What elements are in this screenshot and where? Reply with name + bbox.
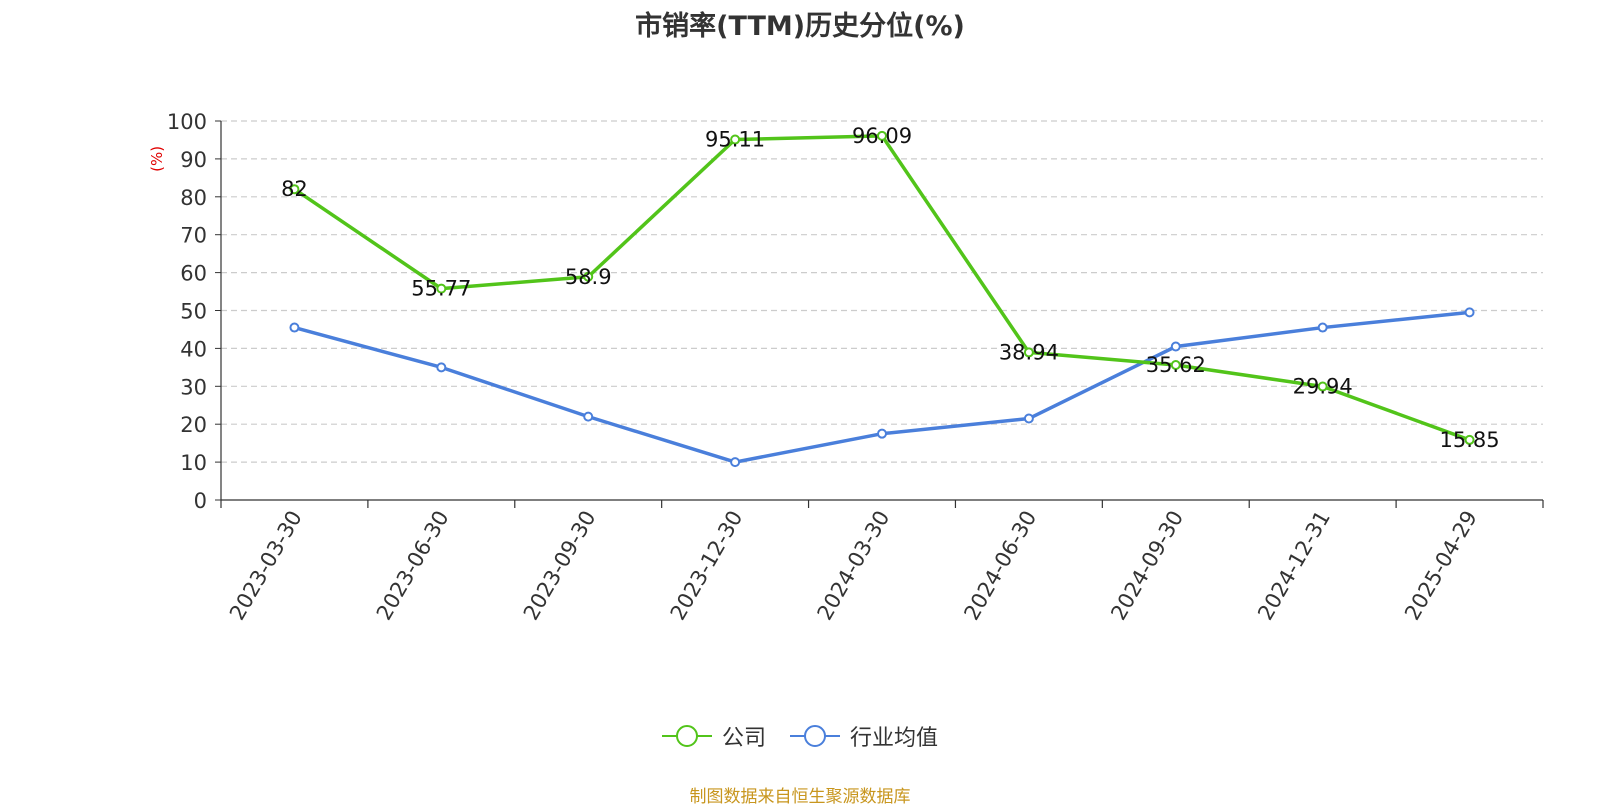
- y-tick-label: 0: [194, 489, 207, 513]
- data-point: [1023, 413, 1034, 424]
- data-label: 29.94: [1293, 375, 1353, 399]
- x-tick-label: 2024-06-30: [959, 507, 1041, 625]
- x-tick-label: 2023-03-30: [225, 507, 307, 625]
- data-point: [730, 457, 741, 468]
- data-source-note: 制图数据来自恒生聚源数据库: [689, 787, 911, 807]
- line-chart: 0 10 20 30 40 50 60 70 80 90 100(%) 2023-03-30 2023-…: [148, 110, 1544, 625]
- y-tick-label: 60: [180, 262, 207, 286]
- data-point: [877, 428, 887, 439]
- y-tick-label: 30: [180, 375, 207, 399]
- y-tick-label: 70: [180, 224, 207, 248]
- data-point: [1464, 307, 1475, 318]
- data-point: [1317, 381, 1328, 392]
- chart-legend: 公司 行业均值: [0, 720, 1600, 752]
- data-point: [436, 362, 447, 373]
- data-point: [289, 322, 300, 333]
- y-tick-label: 40: [180, 337, 207, 361]
- data-label: 82: [281, 177, 308, 201]
- data-point: [730, 134, 741, 145]
- x-tick-label: 2024-12-31: [1253, 507, 1335, 625]
- data-point: [289, 184, 300, 195]
- legend-label-industry-average: 行业均值: [850, 726, 939, 751]
- data-point: [436, 283, 447, 294]
- data-label: 95.11: [705, 128, 765, 152]
- data-point: [583, 411, 594, 422]
- x-tick-label: 2023-12-30: [666, 507, 748, 625]
- data-point: [877, 130, 887, 141]
- data-label: 15.85: [1439, 428, 1499, 452]
- legend-label-company: 公司: [721, 726, 766, 751]
- x-tick-label: 2024-09-30: [1106, 507, 1188, 625]
- y-axis-label: (%): [148, 146, 166, 172]
- data-point: [1023, 347, 1034, 358]
- x-tick-label: 2023-06-30: [372, 507, 454, 625]
- y-tick-label: 90: [180, 148, 207, 172]
- y-tick-label: 50: [180, 300, 207, 324]
- y-tick-label: 100: [167, 110, 207, 134]
- data-label: 96.09: [852, 124, 912, 148]
- y-tick-label: 10: [180, 451, 207, 475]
- x-tick-label: 2025-04-29: [1400, 507, 1482, 625]
- data-point: [583, 271, 594, 282]
- y-tick-label: 80: [180, 186, 207, 210]
- data-label: 38.94: [999, 340, 1059, 364]
- x-tick-label: 2023-09-30: [519, 507, 601, 625]
- data-label: 35.62: [1146, 353, 1206, 377]
- x-tick-label: 2024-03-30: [813, 507, 895, 625]
- data-point: [1317, 322, 1328, 333]
- data-point: [1170, 341, 1181, 352]
- data-label: 58.9: [565, 265, 612, 289]
- legend-marker-company: [661, 725, 712, 747]
- y-tick-label: 20: [180, 413, 207, 437]
- legend-marker-industry-average: [790, 725, 840, 747]
- chart-title: 市销率(TTM)历史分位(%): [635, 11, 965, 42]
- legend-item-company[interactable]: 公司: [661, 720, 766, 752]
- data-point: [1170, 360, 1181, 371]
- data-label: 55.77: [411, 277, 471, 301]
- data-point: [1464, 434, 1475, 445]
- legend-item-industry-average[interactable]: 行业均值: [790, 720, 938, 752]
